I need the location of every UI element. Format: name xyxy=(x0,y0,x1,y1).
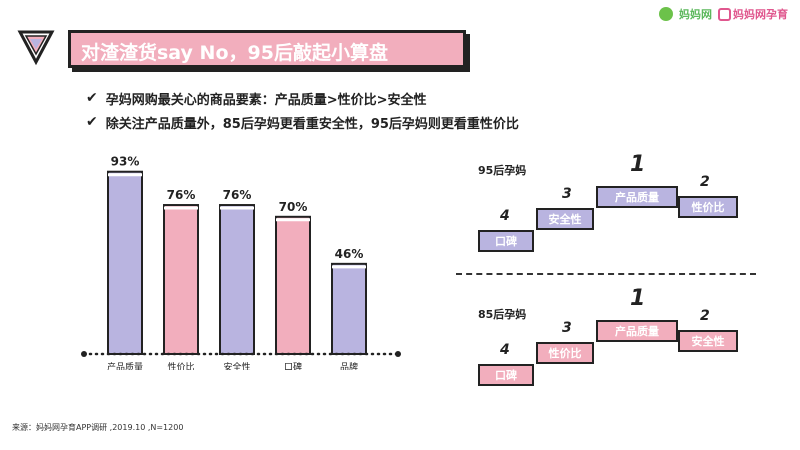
category-label: 产品质量 xyxy=(107,361,143,370)
rank-number: 1 xyxy=(630,152,646,177)
category-label: 性价比 xyxy=(167,361,194,370)
bar-value-label: 70% xyxy=(279,200,308,214)
bar-4 xyxy=(275,215,311,355)
rank-number: 2 xyxy=(700,174,710,190)
axis-end-dot xyxy=(81,351,87,357)
bullet-item: ✔ 孕妈网购最关心的商品要素：产品质量>性价比>安全性 xyxy=(86,86,519,110)
brand-yunyu-icon xyxy=(718,7,731,21)
rank-number: 3 xyxy=(562,320,572,336)
rank-step-box: 安全性 xyxy=(536,208,594,230)
category-label: 口碑 xyxy=(284,361,302,370)
bar-chart: 93%产品质量76%性价比76%安全性70%口碑46%品牌选购产品时孕妈主要考虑… xyxy=(81,155,401,370)
axis-end-dot xyxy=(395,351,401,357)
title-banner: 对渣渣货say No，95后敲起小算盘 xyxy=(68,30,466,68)
brand-name-2: 妈妈网孕育 xyxy=(733,8,788,21)
bar-value-label: 76% xyxy=(167,188,196,202)
rank-step-label: 安全性 xyxy=(691,335,725,348)
divider xyxy=(456,273,756,275)
diagram-85-label: 85后孕妈 xyxy=(478,308,527,321)
rank-number: 2 xyxy=(700,308,710,324)
rank-number: 3 xyxy=(562,186,572,202)
source-note: 来源：妈妈网孕育APP调研 ,2019.10 ,N=1200 xyxy=(12,423,184,432)
rank-step-label: 产品质量 xyxy=(615,191,659,204)
check-icon: ✔ xyxy=(86,90,98,106)
bullet-text: 孕妈网购最关心的商品要素：产品质量>性价比>安全性 xyxy=(105,92,427,108)
rank-step-label: 性价比 xyxy=(691,201,725,214)
brand-mama-icon xyxy=(659,7,673,21)
page-title: 对渣渣货say No，95后敲起小算盘 xyxy=(81,42,388,64)
rank-step-box: 性价比 xyxy=(678,196,738,218)
bar-value-label: 46% xyxy=(335,247,364,261)
bullet-list: ✔ 孕妈网购最关心的商品要素：产品质量>性价比>安全性 ✔ 除关注产品质量外，8… xyxy=(86,86,519,134)
rank-step-label: 口碑 xyxy=(495,369,517,382)
brand-name-1: 妈妈网 xyxy=(679,8,712,21)
bar-3 xyxy=(219,204,255,356)
rank-number: 4 xyxy=(500,208,510,224)
rank-step-box: 性价比 xyxy=(536,342,594,364)
rank-step-box: 口碑 xyxy=(478,230,534,252)
diagram-95-label: 95后孕妈 xyxy=(478,164,527,177)
bullet-text: 除关注产品质量外，85后孕妈更看重安全性，95后孕妈则更看重性价比 xyxy=(105,116,519,132)
rank-step-label: 口碑 xyxy=(495,235,517,248)
check-icon: ✔ xyxy=(86,114,98,130)
brand-logos: 妈妈网 妈妈网孕育 xyxy=(659,6,788,22)
bar-5 xyxy=(331,262,367,355)
logo-icon xyxy=(17,30,55,66)
bar-1 xyxy=(107,170,143,355)
bar-2 xyxy=(163,204,199,356)
rank-step-label: 安全性 xyxy=(548,213,582,226)
category-label: 安全性 xyxy=(223,361,250,370)
bar-value-label: 76% xyxy=(223,188,252,202)
rank-step-label: 产品质量 xyxy=(615,325,659,338)
rank-step-label: 性价比 xyxy=(548,347,582,360)
bullet-item: ✔ 除关注产品质量外，85后孕妈更看重安全性，95后孕妈则更看重性价比 xyxy=(86,110,519,134)
rank-step-box: 产品质量 xyxy=(596,186,678,208)
rank-step-box: 安全性 xyxy=(678,330,738,352)
rank-step-box: 口碑 xyxy=(478,364,534,386)
rank-number: 1 xyxy=(630,286,646,311)
bar-value-label: 93% xyxy=(111,155,140,169)
rank-number: 4 xyxy=(500,342,510,358)
rank-step-box: 产品质量 xyxy=(596,320,678,342)
category-label: 品牌 xyxy=(340,361,358,370)
